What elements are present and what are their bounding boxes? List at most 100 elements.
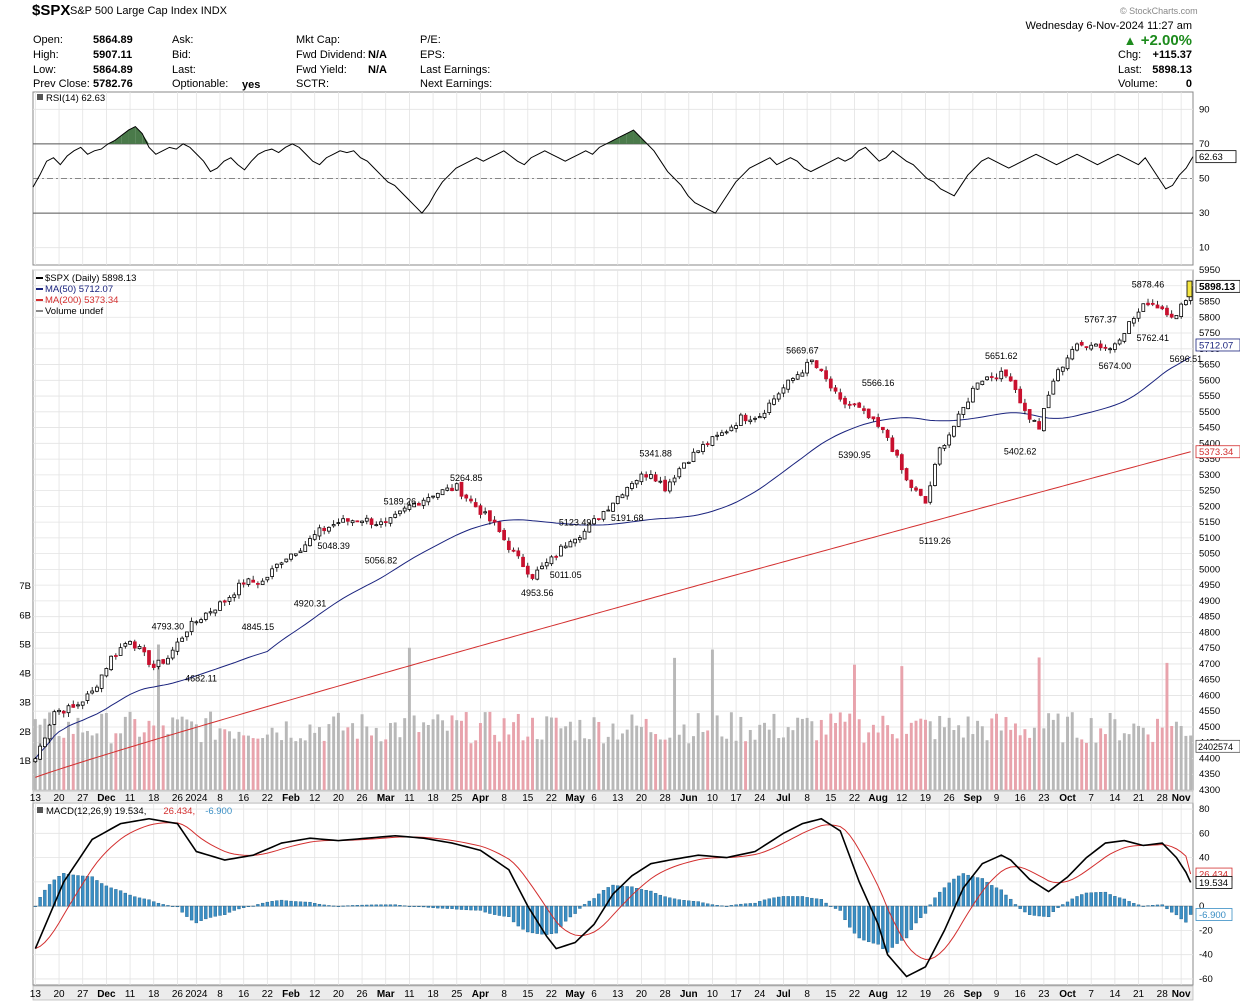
candle-up <box>1179 303 1184 317</box>
macd-histogram-bar <box>379 904 383 907</box>
candle-up <box>232 594 237 598</box>
macd-histogram-bar <box>767 898 771 907</box>
candle-up <box>724 431 729 434</box>
price-annotation: 5119.26 <box>919 536 951 546</box>
candle-up <box>559 545 563 557</box>
macd-histogram-bar <box>999 889 1003 907</box>
candle-up <box>270 568 274 577</box>
volume-bar <box>976 720 980 790</box>
symbol-name: S&P 500 Large Cap Index <box>70 5 198 17</box>
x-tick-label-bottom: 16 <box>1015 989 1027 1000</box>
macd-value-box <box>1195 876 1233 889</box>
macd-histogram-bar <box>871 905 876 944</box>
volume-bar <box>1051 719 1055 790</box>
price-annotation: 5191.68 <box>611 513 644 523</box>
candle-up <box>1131 318 1136 324</box>
price-y-tick-label: 5650 <box>1199 360 1220 371</box>
macd-histogram-bar <box>814 898 819 907</box>
price-y-tick-label: 5350 <box>1199 454 1220 465</box>
candle-up <box>615 495 620 504</box>
mkt-cap-label: Mkt Cap: <box>296 34 341 46</box>
macd-histogram-bar <box>710 904 715 907</box>
macd-histogram-bar <box>1122 898 1127 907</box>
macd-hist-label: -6.900 <box>1199 910 1226 921</box>
macd-histogram-bar <box>455 905 459 910</box>
volume-bar <box>521 740 525 790</box>
candle-up <box>966 401 970 410</box>
candle-down <box>1165 307 1169 316</box>
macd-histogram-bar <box>322 904 326 907</box>
price-y-tick-label: 5100 <box>1199 533 1220 544</box>
macd-histogram-bar <box>275 900 279 907</box>
volume-bar <box>526 736 530 790</box>
volume-bar <box>104 712 108 790</box>
macd-histogram-bar <box>881 905 885 949</box>
price-annotation: 5123.49 <box>559 517 592 527</box>
volume-bar <box>611 723 615 790</box>
volume-bar <box>853 664 856 790</box>
volume-bar <box>365 726 369 790</box>
macd-histogram-bar <box>256 904 260 907</box>
volume-bar <box>1009 729 1013 790</box>
candle-up <box>189 620 194 633</box>
macd-histogram-bar <box>128 894 132 907</box>
volume-y-tick-label: 3B <box>19 698 31 709</box>
candle-down <box>1023 402 1027 411</box>
candle-up <box>753 417 757 420</box>
candle-up <box>563 545 568 549</box>
macd-histogram-bar <box>1117 897 1122 907</box>
volume-bar <box>1122 733 1126 790</box>
volume-bar <box>687 743 691 790</box>
candle-up <box>772 398 776 405</box>
x-tick-label-bottom: Apr <box>472 989 489 1000</box>
macd-histogram-bar <box>1032 905 1037 916</box>
volume-bar <box>668 737 672 790</box>
macd-histogram-bar <box>942 887 947 907</box>
volume-bar <box>777 738 781 790</box>
candle-up <box>128 640 132 645</box>
candle-up <box>336 522 341 525</box>
volume-bar <box>966 716 970 790</box>
macd-histogram-bar <box>237 905 241 910</box>
candle-down <box>473 502 478 508</box>
last-earnings-label: Last Earnings: <box>420 64 491 76</box>
candle-down <box>222 600 227 603</box>
candle-up <box>137 646 142 650</box>
x-tick-label-bottom: 14 <box>1109 989 1121 1000</box>
panel-frame-1 <box>32 269 1194 791</box>
price-y-tick-label: 5400 <box>1199 438 1220 449</box>
volume-bar <box>644 718 648 790</box>
prev-close-value: 5782.76 <box>93 78 133 90</box>
volume-bar <box>876 732 880 790</box>
macd-histogram-bar <box>336 905 341 907</box>
volume-bar <box>516 713 520 790</box>
macd-histogram-bar <box>639 889 644 907</box>
x-axis-band-bottom <box>32 985 1194 1001</box>
volume-bar <box>592 717 596 790</box>
macd-histogram-bar <box>398 905 402 907</box>
volume-bar <box>748 729 752 790</box>
volume-bar <box>185 719 189 790</box>
macd-histogram-bar <box>208 905 213 918</box>
optionable-value: yes <box>242 79 261 91</box>
macd-histogram-bar <box>753 902 757 907</box>
volume-bar <box>871 724 875 790</box>
volume-bar <box>729 712 733 790</box>
macd-histogram-bar <box>1065 901 1070 907</box>
macd-histogram-bar <box>649 890 653 907</box>
macd-histogram-bar <box>682 900 686 907</box>
candle-up <box>1094 343 1098 347</box>
macd-histogram-bar <box>1136 904 1141 907</box>
x-tick-label-top: 12 <box>896 793 908 804</box>
macd-histogram-bar <box>317 903 322 907</box>
candle-up <box>809 359 814 363</box>
candle-up <box>260 580 265 585</box>
candle-down <box>1004 369 1008 377</box>
macd-histogram-bar <box>33 905 38 907</box>
last-price-label: 5898.13 <box>1199 282 1236 293</box>
volume-bar <box>431 719 435 790</box>
macd-histogram-bar <box>980 878 984 907</box>
macd-histogram-bar <box>492 905 497 915</box>
macd-histogram-bar <box>938 891 942 907</box>
x-tick-label-top: May <box>565 793 585 804</box>
